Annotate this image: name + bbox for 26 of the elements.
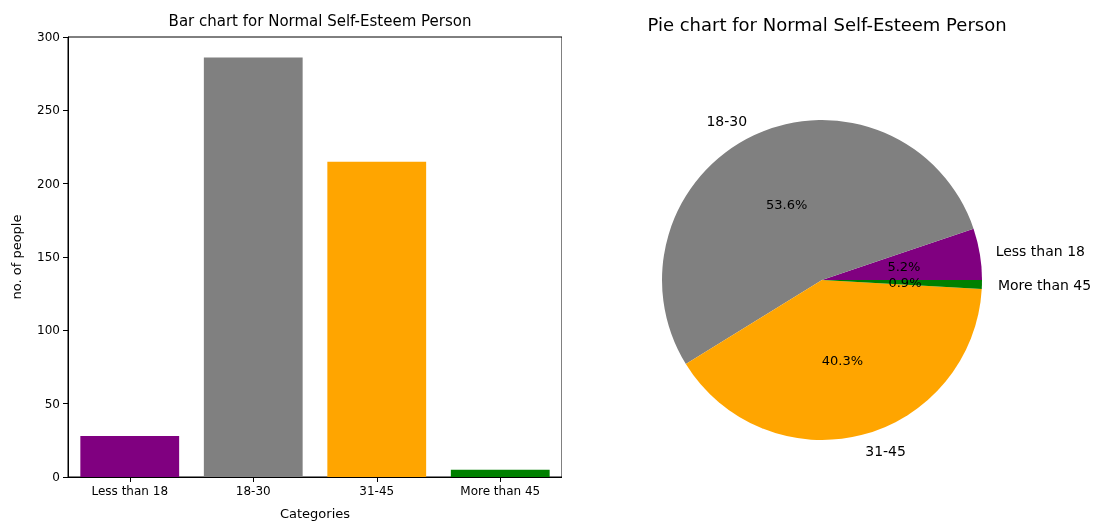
- x-tick-label: Less than 18: [91, 484, 169, 498]
- bar: [80, 435, 180, 477]
- slice-label: 31-45: [865, 442, 906, 459]
- bar: [203, 57, 303, 477]
- y-tick-label: 250: [37, 103, 60, 118]
- chart-title: Pie chart for Normal Self-Esteem Person: [647, 13, 1007, 35]
- y-tick-label: 0: [52, 470, 60, 484]
- x-tick-label: More than 45: [460, 484, 541, 498]
- y-tick-label: 150: [37, 250, 60, 264]
- y-tick-label: 50: [44, 396, 60, 411]
- data-label: 53.6%: [766, 197, 808, 213]
- data-label: 5.2%: [887, 259, 921, 274]
- slice-label: More than 45: [997, 276, 1092, 293]
- y-tick-label: 300: [37, 30, 60, 44]
- slice-label: 18-30: [706, 112, 748, 129]
- chart-title: Bar chart for Normal Self-Esteem Person: [168, 11, 472, 30]
- x-tick-label: 31-45: [359, 484, 395, 498]
- x-axis-title: Categories: [279, 506, 351, 521]
- slice-label: Less than 18: [995, 243, 1085, 260]
- x-tick-label: 18-30: [235, 484, 271, 498]
- y-axis-title: no. of people: [9, 214, 24, 300]
- data-label: 40.3%: [821, 352, 864, 368]
- y-tick-label: 200: [37, 176, 60, 191]
- y-tick-label: 100: [37, 323, 60, 338]
- bar: [450, 469, 550, 477]
- bar: [327, 161, 427, 477]
